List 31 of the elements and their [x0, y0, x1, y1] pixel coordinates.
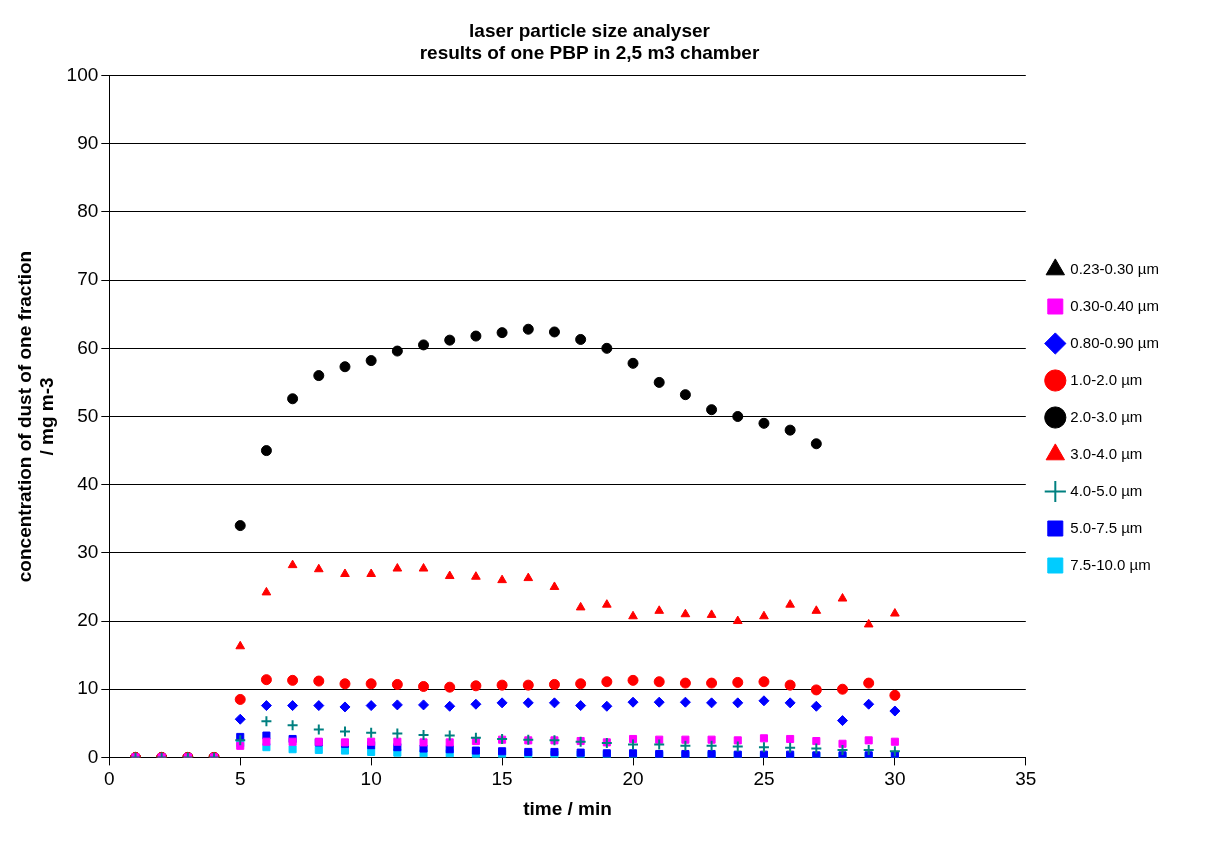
y-tick-label: 70	[77, 268, 99, 290]
y-tick-label: 90	[77, 132, 99, 154]
legend-label: 0.80-0.90 µm	[1070, 333, 1160, 351]
y-tick-label: 0	[87, 745, 99, 767]
legend-label: 0.30-0.40 µm	[1070, 296, 1160, 314]
legend-label: 4.0-5.0 µm	[1070, 481, 1143, 499]
y-tick-label: 60	[77, 336, 99, 358]
x-tick-label: 30	[884, 768, 906, 790]
y-tick-label: 80	[77, 200, 99, 222]
x-axis-title: time / min	[523, 797, 612, 819]
x-tick-label: 20	[622, 768, 644, 790]
y-tick-label: 50	[77, 404, 99, 426]
legend-label: 5.0-7.5 µm	[1070, 518, 1143, 536]
x-tick-label: 25	[753, 768, 775, 790]
y-axis-title: concentration of dust of one fraction / mg m-3	[13, 250, 58, 583]
x-tick-label: 35	[1015, 768, 1037, 790]
y-tick-label: 30	[77, 541, 99, 563]
legend-label: 1.0-2.0 µm	[1070, 370, 1143, 388]
x-tick-label: 15	[491, 768, 513, 790]
y-tick-label: 100	[66, 63, 99, 85]
legend-label: 7.5-10.0 µm	[1070, 555, 1151, 573]
y-tick-label: 20	[77, 609, 99, 631]
x-tick-label: 10	[360, 768, 382, 790]
y-tick-label: 40	[77, 472, 99, 494]
x-tick-label: 5	[234, 768, 246, 790]
y-tick-label: 10	[77, 677, 99, 699]
chart-title: laser particle size analyser results of one PBP in 2,5 m3 chamber	[419, 19, 760, 64]
legend-label: 0.23-0.30 µm	[1070, 259, 1160, 277]
x-tick-label: 0	[104, 768, 115, 790]
legend-label: 2.0-3.0 µm	[1070, 407, 1143, 425]
legend-label: 3.0-4.0 µm	[1070, 444, 1143, 462]
